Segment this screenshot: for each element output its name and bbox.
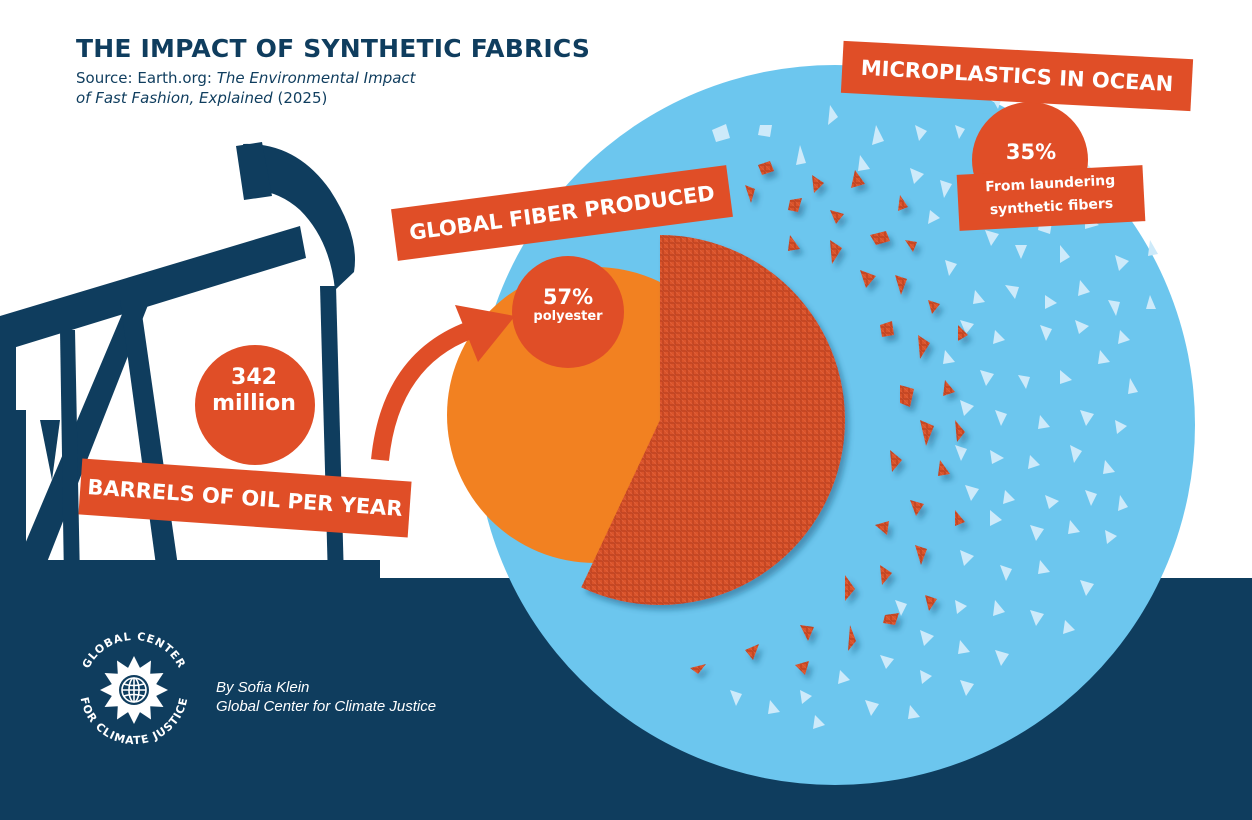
organization-name: Global Center for Climate Justice [216,698,437,715]
author-name: By Sofia Klein [216,679,310,696]
polyester-value-circle [512,256,624,368]
source-title-line2: of Fast Fashion, Explained [76,89,273,107]
oil-value-number: 342 [231,365,277,390]
oil-pump-jack-icon [0,142,380,582]
byline: By Sofia Klein Global Center for Climate… [216,678,436,716]
oil-value: 342 million [194,365,314,417]
microplastic-flakes [712,95,1158,729]
source-year: (2025) [272,89,328,107]
laundering-percent: 35% [1005,140,1057,164]
laundering-caption: From laundering synthetic fibers [956,165,1146,231]
polyester-percent: 57% [542,285,594,309]
curved-arrow-icon [371,305,515,461]
polyester-share-wedge [581,235,845,605]
oil-value-unit: million [212,391,296,416]
source-prefix: Source: Earth.org: [76,69,217,87]
page-title: THE IMPACT OF SYNTHETIC FABRICS [76,34,591,63]
source-citation: Source: Earth.org: The Environmental Imp… [76,68,416,108]
polyester-value: 57% polyester [512,285,624,325]
fabric-microplastic-pieces [690,161,968,675]
oil-value-circle [195,345,315,465]
source-title-line1: The Environmental Impact [216,69,416,87]
laundering-value: 35% [966,140,1096,164]
polyester-caption: polyester [533,309,603,324]
